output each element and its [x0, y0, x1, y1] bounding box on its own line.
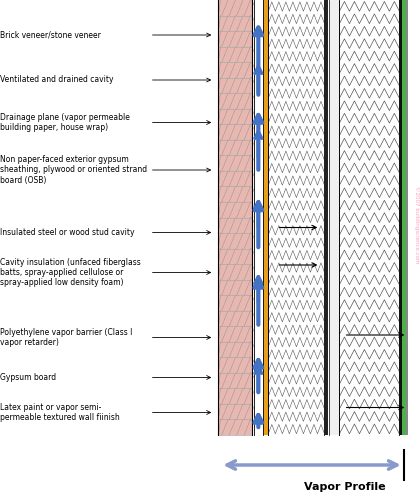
Text: Ventilated and drained cavity: Ventilated and drained cavity [0, 76, 113, 84]
Bar [339, 0, 399, 435]
Bar [402, 0, 406, 435]
Bar [218, 0, 252, 435]
Bar [263, 0, 268, 435]
Text: Polyethylene vapor barrier (Class I
vapor retarder): Polyethylene vapor barrier (Class I vapo… [0, 328, 132, 347]
Text: Non paper-faced exterior gypsum
sheathing, plywood or oriented strand
board (OSB: Non paper-faced exterior gypsum sheathin… [0, 155, 147, 185]
Text: Drainage plane (vapor permeable
building paper, house wrap): Drainage plane (vapor permeable building… [0, 113, 130, 132]
Text: ©2007 buildingscience.com: ©2007 buildingscience.com [414, 186, 420, 264]
Bar [325, 0, 328, 435]
Bar [406, 0, 408, 435]
Bar [329, 0, 339, 435]
Text: Cavity insulation (unfaced fiberglass
batts, spray-applied cellulose or
spray-ap: Cavity insulation (unfaced fiberglass ba… [0, 258, 141, 288]
Text: Gypsum board: Gypsum board [0, 373, 56, 382]
Text: Latex paint or vapor semi-
permeable textured wall fiinish: Latex paint or vapor semi- permeable tex… [0, 403, 120, 422]
Bar [268, 0, 325, 435]
Text: Brick veneer/stone veneer: Brick veneer/stone veneer [0, 30, 101, 40]
Text: Insulated steel or wood stud cavity: Insulated steel or wood stud cavity [0, 228, 134, 237]
Text: Vapor Profile: Vapor Profile [304, 482, 386, 492]
Bar [399, 0, 402, 435]
Bar [254, 0, 263, 435]
